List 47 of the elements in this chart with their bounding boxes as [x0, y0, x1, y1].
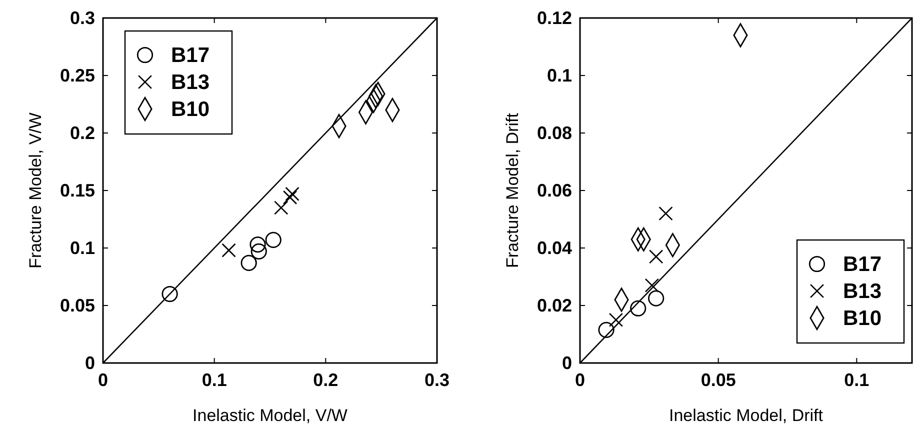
y-tick-label: 0.3: [70, 8, 95, 28]
point: [250, 243, 267, 260]
x-tick-label: 0.1: [202, 370, 227, 390]
y-tick-label: 0.08: [536, 122, 572, 143]
y-tick-label: 0: [562, 352, 572, 373]
y-tick-label: 0.1: [70, 238, 95, 258]
legend-label: B10: [843, 307, 882, 330]
point: [598, 322, 614, 338]
point: [630, 300, 646, 316]
point: [285, 186, 300, 202]
y-tick-label: 0.12: [536, 8, 572, 28]
point: [658, 206, 673, 221]
y-tick-label: 0.25: [60, 65, 95, 86]
x-tick-label: 0.1: [844, 370, 870, 390]
y-axis-title: Fracture Model, V/W: [26, 112, 45, 268]
point: [240, 254, 257, 271]
y-tick-label: 0.15: [60, 180, 95, 200]
y-tick-label: 0.1: [546, 65, 572, 86]
point: [644, 278, 660, 293]
x-tick-label: 0: [574, 370, 586, 390]
y-axis-title: Fracture Model, Drift: [503, 112, 522, 268]
x-tick-label: 0.2: [313, 370, 338, 390]
legend-label: B13: [843, 280, 882, 303]
y-tick-label: 0.05: [60, 295, 95, 316]
y-tick-label: 0.02: [536, 295, 572, 316]
legend-label: B13: [171, 71, 210, 94]
point: [265, 232, 282, 248]
point: [608, 312, 624, 328]
point: [648, 290, 664, 306]
point: [222, 243, 236, 258]
legend-label: B17: [171, 44, 210, 67]
point: [274, 200, 288, 215]
x-tick-label: 0.3: [424, 370, 450, 390]
y-tick-label: 0: [84, 352, 95, 373]
y-tick-label: 0.04: [536, 238, 572, 258]
point: [648, 249, 664, 264]
y-tick-label: 0.06: [536, 180, 572, 200]
point: [250, 236, 266, 253]
x-axis-title: Inelastic Model, Drift: [669, 406, 824, 425]
point: [282, 190, 298, 205]
x-axis-title: Inelastic Model, V/W: [192, 406, 348, 425]
legend-label: B17: [843, 253, 882, 276]
x-tick-label: 0: [98, 370, 108, 390]
point: [162, 286, 178, 302]
y-tick-label: 0.2: [70, 122, 95, 143]
legend-label: B10: [171, 98, 210, 121]
x-tick-label: 0.05: [700, 370, 736, 390]
